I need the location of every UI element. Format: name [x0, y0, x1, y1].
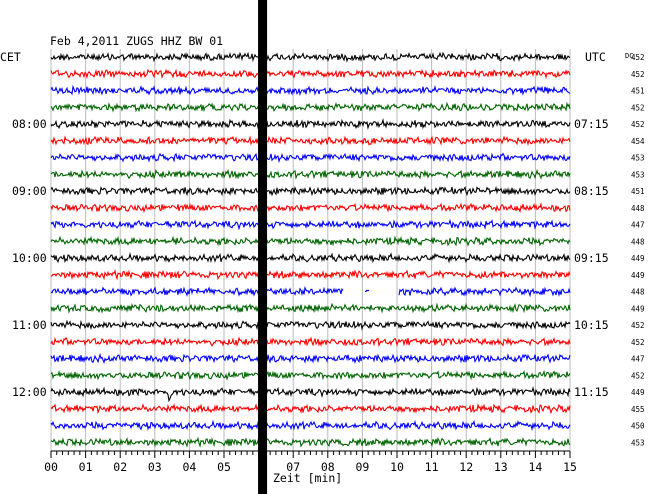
x-tick-label: 07 [286, 460, 300, 474]
trace-line [50, 152, 571, 164]
trace-line [50, 202, 571, 214]
x-axis: 00 01 02 03 04 05 07 08 09 10 11 12 13 14 15 [44, 450, 577, 474]
x-tick-label: 02 [113, 460, 127, 474]
trace-line [398, 286, 571, 298]
x-tick-label: 09 [355, 460, 369, 474]
trace-line [50, 369, 571, 381]
x-tick-label: 13 [494, 460, 508, 474]
x-tick-label: 14 [528, 460, 542, 474]
trace-line [50, 419, 571, 432]
dc-offset-label: 452 [631, 338, 645, 347]
cet-time-label: 09:00 [12, 184, 47, 198]
dc-header: DC [625, 52, 633, 60]
grid [50, 49, 571, 451]
dc-offset-label: 448 [631, 237, 645, 246]
trace-line [50, 51, 571, 63]
x-tick-label: 00 [44, 460, 58, 474]
dc-offset-label: 452 [631, 103, 645, 112]
cet-header: CET [0, 50, 21, 64]
dc-offset-label: 449 [631, 304, 645, 313]
dc-offset-label: 452 [631, 70, 645, 79]
x-tick-label: 08 [321, 460, 335, 474]
trace-line [50, 101, 571, 113]
overlay [258, 0, 268, 494]
cet-time-label: 08:00 [12, 117, 47, 131]
trace-line [50, 269, 571, 281]
dc-offset-label: 452 [631, 321, 645, 330]
dc-offset-label: 452 [631, 120, 645, 129]
trace-line [50, 252, 571, 264]
cet-time-label: 12:00 [12, 385, 47, 399]
dc-offset-label: 447 [631, 355, 645, 364]
dc-offset-label: 448 [631, 204, 645, 213]
dc-offset-label: 452 [631, 371, 645, 380]
dc-offset-label: 448 [631, 288, 645, 297]
x-tick-label: 11 [425, 460, 439, 474]
trace-line [50, 285, 344, 297]
dc-offset-label: 453 [631, 154, 645, 163]
utc-time-label: 11:15 [574, 385, 609, 399]
time-marker-bar [258, 0, 268, 494]
x-tick-label: 15 [563, 460, 577, 474]
chart-title: Feb 4,2011 ZUGS HHZ BW 01 [50, 34, 223, 48]
utc-time-label: 07:15 [574, 117, 609, 131]
trace-line [50, 436, 571, 448]
trace-line [50, 168, 571, 180]
dc-offset-label: 449 [631, 388, 645, 397]
utc-time-label: 09:15 [574, 251, 609, 265]
cet-time-label: 10:00 [12, 251, 47, 265]
x-tick-label: 05 [217, 460, 231, 474]
dc-offset-label: 450 [631, 422, 645, 431]
trace-line [50, 235, 571, 247]
utc-time-label: 10:15 [574, 318, 609, 332]
label-group: Feb 4,2011 ZUGS HHZ BW 01 CET UTC DC Zei… [0, 34, 645, 485]
trace-line [50, 185, 571, 197]
trace-line [50, 118, 571, 130]
trace-line [50, 353, 571, 365]
dc-offset-label: 452 [631, 53, 645, 62]
trace-line [50, 319, 571, 331]
cet-time-label: 11:00 [12, 318, 47, 332]
trace-line [50, 386, 571, 403]
dc-offset-label: 455 [631, 405, 645, 414]
x-tick-label: 10 [390, 460, 404, 474]
dc-offset-label: 454 [631, 137, 645, 146]
utc-time-label: 08:15 [574, 184, 609, 198]
trace-line [364, 289, 370, 293]
trace-line [50, 302, 571, 314]
trace-line [50, 68, 571, 80]
dc-offset-label: 449 [631, 254, 645, 263]
dc-offset-label: 449 [631, 271, 645, 280]
x-tick-label: 03 [148, 460, 162, 474]
dc-offset-label: 453 [631, 170, 645, 179]
utc-header: UTC [585, 50, 606, 64]
dc-offset-label: 451 [631, 187, 645, 196]
trace-line [50, 402, 571, 415]
x-tick-label: 04 [182, 460, 196, 474]
trace-line [50, 218, 571, 231]
trace-line [50, 84, 571, 97]
trace-line [50, 135, 571, 147]
trace-line [50, 336, 571, 348]
x-tick-label: 01 [79, 460, 93, 474]
dc-offset-label: 453 [631, 438, 645, 447]
x-tick-label: 12 [459, 460, 473, 474]
dc-offset-label: 451 [631, 87, 645, 96]
dc-offset-label: 447 [631, 221, 645, 230]
x-axis-label: Zeit [min] [273, 471, 342, 485]
trace-group [50, 51, 571, 448]
